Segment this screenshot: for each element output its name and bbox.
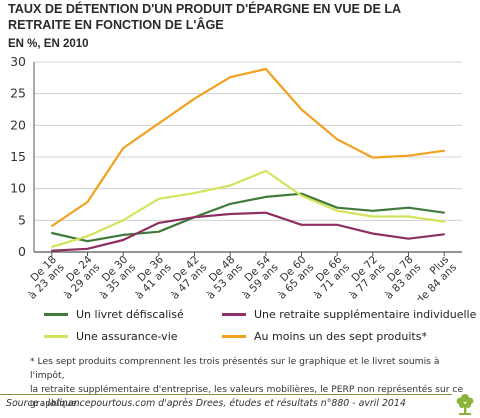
data-point <box>157 221 160 224</box>
data-point <box>122 147 125 150</box>
data-point <box>86 235 89 238</box>
x-tick-label: De 48à 53 ans <box>197 254 245 300</box>
data-point <box>443 220 446 223</box>
data-point <box>157 122 160 125</box>
x-tick-label: De 18à 23 ans <box>19 254 67 300</box>
data-point <box>193 192 196 195</box>
y-tick-label: 30 <box>10 54 26 69</box>
chart-legend: Un livret défiscalisé Une retraite suppl… <box>44 301 476 351</box>
data-point <box>443 233 446 236</box>
y-tick-label: 15 <box>10 149 26 164</box>
data-point <box>336 223 339 226</box>
chart-subtitle: EN %, EN 2010 <box>8 38 89 50</box>
footnote-line: * Les sept produits comprennent les troi… <box>30 356 440 381</box>
data-point <box>336 138 339 141</box>
legend-swatch-retraite <box>222 312 246 316</box>
y-tick-label: 5 <box>18 212 26 227</box>
source-divider <box>0 394 452 395</box>
series-line-2 <box>51 169 445 248</box>
data-point <box>50 232 53 234</box>
data-point <box>407 154 410 157</box>
data-point <box>371 232 374 235</box>
data-point <box>336 209 339 212</box>
data-point <box>264 68 267 70</box>
x-tick-label: De 24à 29 ans <box>54 253 102 300</box>
data-point <box>264 196 267 198</box>
x-tick-label: De 60à 65 ans <box>268 254 316 300</box>
data-point <box>300 108 303 111</box>
series-line-1 <box>51 211 445 252</box>
data-point <box>86 247 89 250</box>
data-point <box>336 206 339 209</box>
data-point <box>86 240 89 243</box>
y-tick-label: 20 <box>10 117 26 132</box>
y-tick-label: 0 <box>18 244 26 259</box>
legend-item-retraite: Une retraite supplémentaire individuelle <box>222 307 476 323</box>
series-line-0 <box>51 192 445 243</box>
data-point <box>157 230 160 233</box>
y-tick-label: 25 <box>10 86 26 101</box>
data-point <box>371 156 374 159</box>
data-point <box>50 225 53 227</box>
tree-icon <box>456 394 474 415</box>
legend-item-sept-produits: Au moins un des sept produits* <box>222 329 427 345</box>
legend-swatch-assurance <box>44 334 68 338</box>
data-point <box>122 239 125 241</box>
legend-label: Une assurance-vie <box>76 330 178 343</box>
data-point <box>193 216 196 219</box>
data-point <box>229 184 232 187</box>
data-point <box>443 211 446 214</box>
x-tick-label: De 66à 71 ans <box>304 253 352 300</box>
y-tick-label: 10 <box>10 181 26 196</box>
x-tick-label: De 42à 47 ans <box>161 254 209 300</box>
data-point <box>407 215 410 218</box>
x-tick-label: De 72à 77 ans <box>340 254 388 300</box>
data-point <box>407 237 410 240</box>
footnote: * Les sept produits comprennent les troi… <box>30 355 475 411</box>
x-tick-label: De 54à 59 ans <box>233 253 281 300</box>
legend-label: Un livret défiscalisé <box>76 308 184 321</box>
legend-swatch-livret <box>44 312 68 316</box>
data-point <box>193 97 196 100</box>
source-credit: Source : lafinancepourtous.com d'après D… <box>6 398 406 409</box>
data-point <box>300 223 303 226</box>
legend-item-assurance: Une assurance-vie <box>44 329 178 345</box>
data-point <box>229 213 232 215</box>
data-point <box>157 197 160 200</box>
footnote-line: la retraite supplémentaire d'entreprise,… <box>30 384 464 409</box>
x-tick-label: De 36à 41 ans <box>126 253 174 300</box>
series-line-3 <box>51 67 445 227</box>
legend-label: Au moins un des sept produits* <box>254 330 427 343</box>
legend-swatch-sept-produits <box>222 334 246 338</box>
data-point <box>229 76 232 79</box>
data-point <box>371 209 374 212</box>
data-point <box>50 246 53 248</box>
legend-item-livret: Un livret défiscalisé <box>44 307 184 323</box>
x-tick-label: De 78à 83 ans <box>375 254 423 300</box>
data-point <box>50 249 53 252</box>
data-point <box>229 202 232 205</box>
data-point <box>86 201 89 203</box>
data-point <box>300 194 303 197</box>
legend-label: Une retraite supplémentaire individuelle <box>254 308 477 321</box>
data-point <box>264 170 267 172</box>
data-point <box>264 211 267 214</box>
page-title: TAUX DE DÉTENTION D'UN PRODUIT D'ÉPARGNE… <box>8 2 401 32</box>
x-tick-label: De 30à 35 ans <box>90 254 138 300</box>
data-point <box>122 219 125 222</box>
data-point <box>371 215 374 218</box>
data-point <box>443 149 446 152</box>
data-point <box>122 234 125 236</box>
data-point <box>407 206 410 209</box>
